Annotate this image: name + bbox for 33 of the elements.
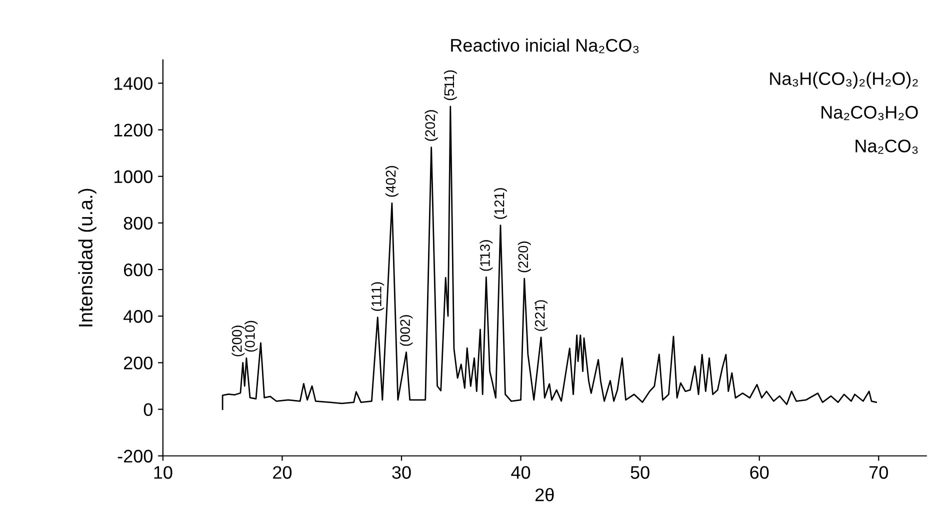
annotation: Na₂CO₃ <box>856 140 918 154</box>
x-tick-label: 30 <box>392 466 411 479</box>
annotation: (1̄13) <box>480 240 493 271</box>
annotation: (221̄) <box>534 300 548 331</box>
x-tick-label: 60 <box>750 466 769 479</box>
x-tick-label: 40 <box>511 466 530 479</box>
x-tick-label: 20 <box>273 466 292 479</box>
annotation: (010) <box>244 320 258 352</box>
annotation: (202) <box>424 110 438 141</box>
y-tick-label: 800 <box>124 216 152 230</box>
annotation: (220) <box>518 242 531 272</box>
annotation: (200) <box>232 326 245 356</box>
x-tick-label: 10 <box>154 466 172 479</box>
y-tick-label: 600 <box>124 263 152 276</box>
y-tick-label: 1400 <box>114 77 152 90</box>
y-tick-label: 1200 <box>114 124 152 137</box>
annotation: (002) <box>400 315 413 346</box>
annotation: (111) <box>371 282 384 311</box>
x-tick-label: 50 <box>630 466 650 479</box>
annotation: (121) <box>494 188 507 219</box>
annotation: Na₂CO₃H₂O <box>822 106 918 120</box>
y-tick-label: 0 <box>144 403 152 416</box>
y-tick-label: 200 <box>124 356 152 370</box>
y-tick-label: -200 <box>118 450 152 463</box>
chart-title: Reactivo inicial Na₂CO₃ <box>451 38 639 54</box>
y-tick-label: 1000 <box>114 170 152 184</box>
y-tick-label: 400 <box>123 310 152 323</box>
x-tick-label: 70 <box>870 466 888 479</box>
annotation: (402) <box>385 166 398 197</box>
y-axis-title: Intensidad (u.a.) <box>78 188 96 326</box>
annotation: Na₃H(CO₃)₂(H₂O)₂ <box>770 72 918 89</box>
annotation: (5̄11) <box>444 70 457 100</box>
x-axis-title: 2θ <box>536 488 554 502</box>
